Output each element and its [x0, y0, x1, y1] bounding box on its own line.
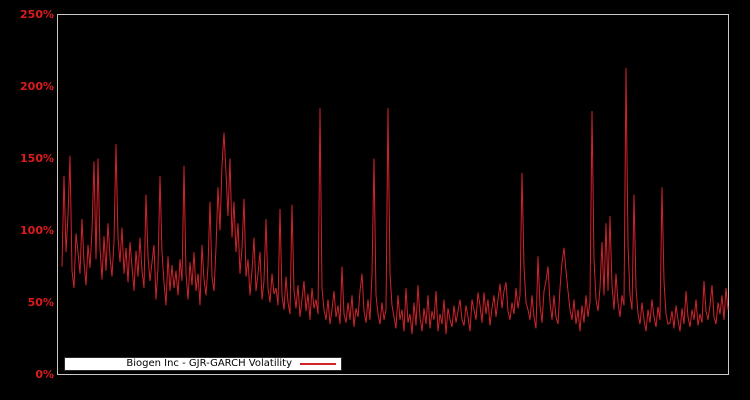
y-tick-label: 0% [35, 367, 54, 381]
y-tick-label: 50% [27, 295, 54, 309]
plot-border [57, 14, 729, 375]
y-tick-label: 150% [20, 151, 54, 165]
y-tick-label: 100% [20, 223, 54, 237]
legend: Biogen Inc - GJR-GARCH Volatility [64, 357, 342, 371]
legend-label: Biogen Inc - GJR-GARCH Volatility [126, 358, 292, 369]
legend-line-sample-icon [300, 363, 336, 365]
y-tick-label: 250% [20, 7, 54, 21]
volatility-line-series [61, 67, 729, 335]
y-tick-label: 200% [20, 79, 54, 93]
